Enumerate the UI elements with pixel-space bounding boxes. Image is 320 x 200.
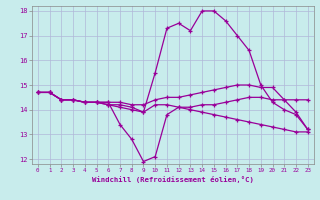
X-axis label: Windchill (Refroidissement éolien,°C): Windchill (Refroidissement éolien,°C)	[92, 176, 254, 183]
